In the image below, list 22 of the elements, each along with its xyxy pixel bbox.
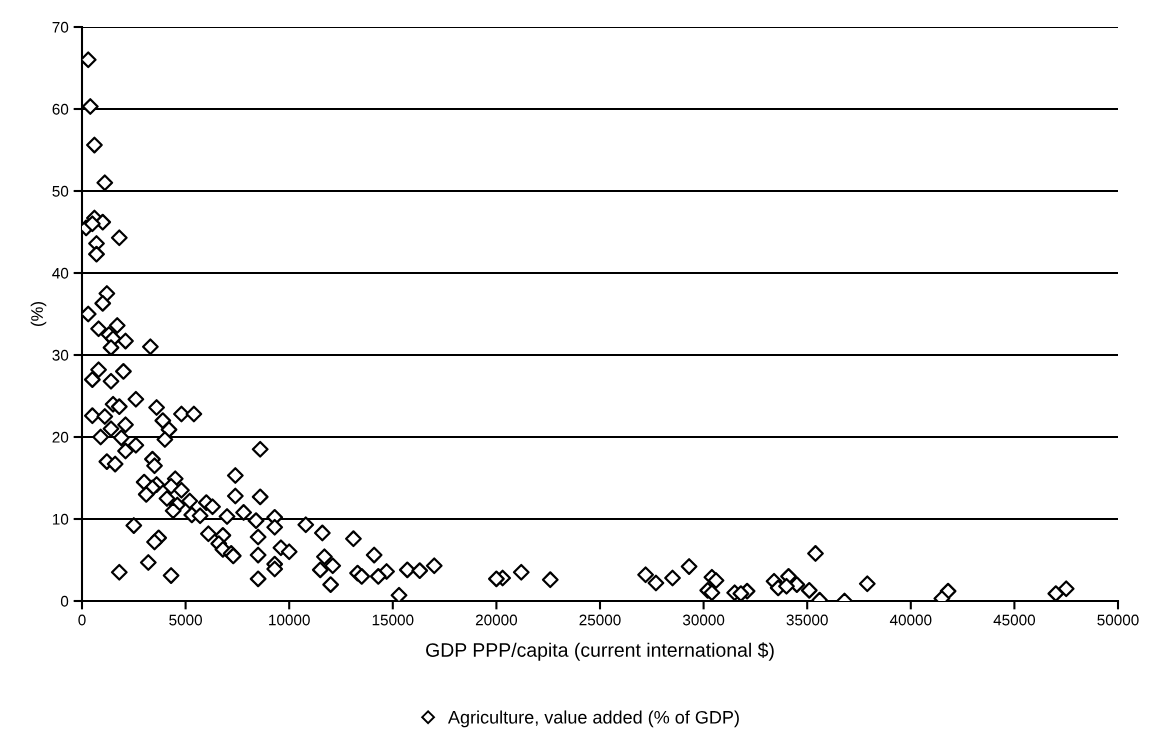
x-axis-title: GDP PPP/capita (current international $) — [426, 642, 774, 661]
x-tick-label: 15000 — [372, 614, 414, 626]
x-tick-label: 20000 — [475, 614, 518, 626]
legend-label: Agriculture, value added (% of GDP) — [447, 710, 739, 728]
y-tick-label: 10 — [52, 513, 69, 525]
x-tick-label: 10000 — [269, 614, 310, 626]
x-tick-label: 50000 — [1097, 614, 1139, 626]
y-tick-label: 60 — [52, 103, 69, 115]
x-tick-label: 30000 — [682, 614, 725, 626]
y-tick-label: 70 — [52, 21, 69, 33]
y-tick-label: 40 — [52, 267, 69, 279]
x-tick-label: 25000 — [579, 614, 621, 626]
x-tick-label: 35000 — [786, 614, 828, 626]
y-tick-label: 50 — [52, 185, 69, 197]
x-tick-label: 0 — [78, 614, 86, 626]
x-tick-label: 45000 — [993, 614, 1036, 626]
y-tick-label: 30 — [52, 349, 69, 361]
y-tick-label: 0 — [60, 595, 69, 607]
y-axis-title: (%) — [30, 302, 47, 326]
x-tick-label: 5000 — [169, 614, 202, 626]
y-tick-label: 20 — [52, 431, 69, 443]
x-tick-label: 40000 — [889, 614, 932, 626]
